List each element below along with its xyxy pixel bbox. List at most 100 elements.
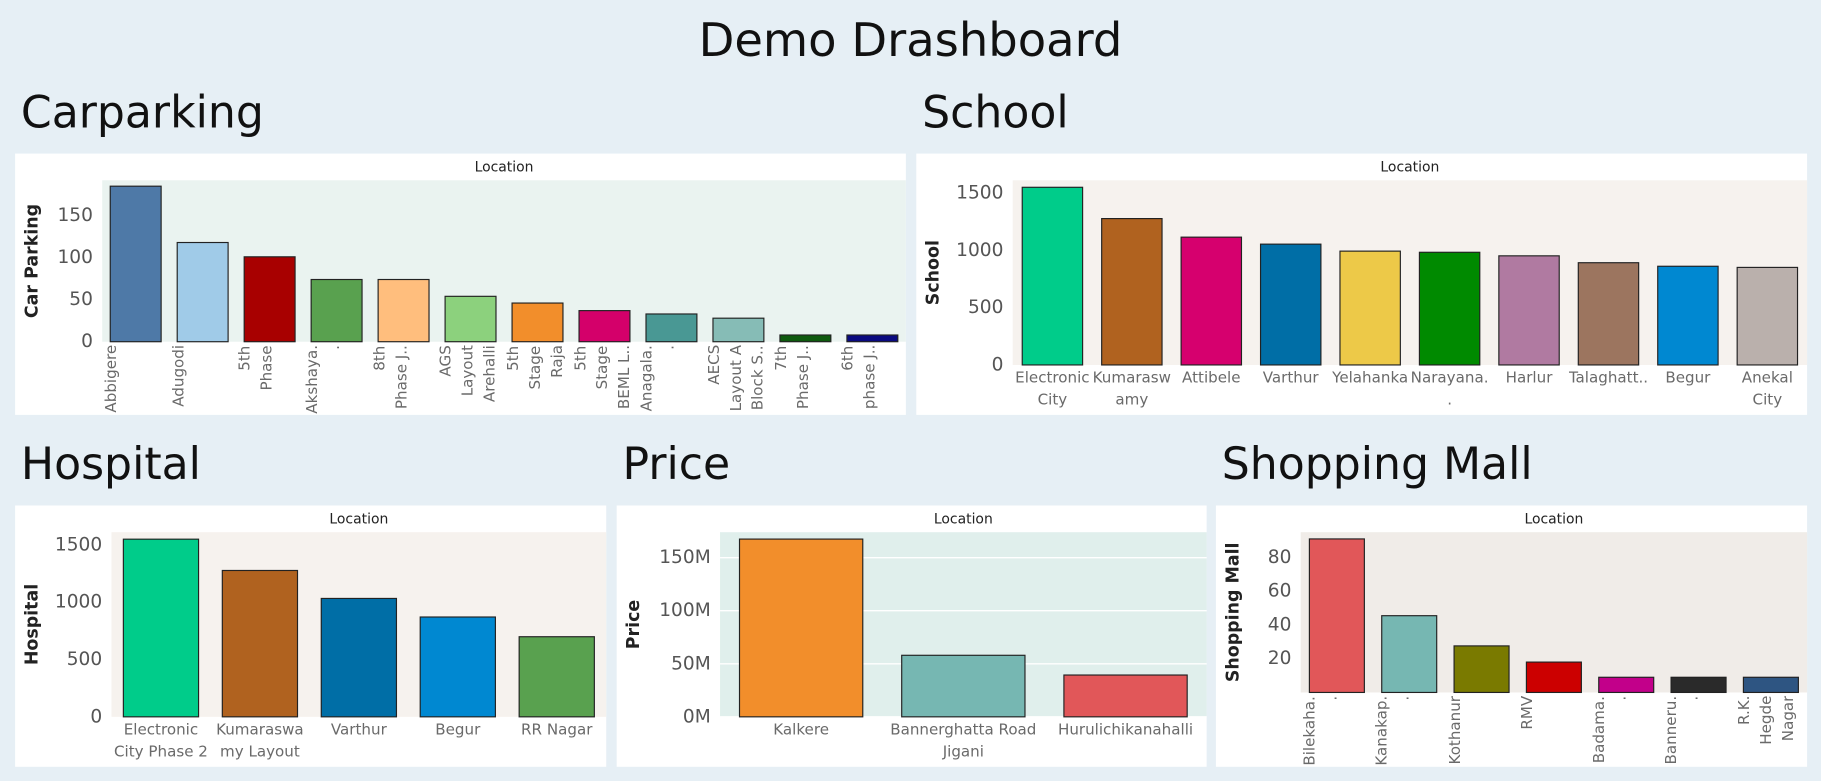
x-tick-label-box: Electronic City Phase 2 <box>114 721 208 760</box>
bar <box>109 185 162 343</box>
x-tick-label: 5th Stage Raja Rajeshwar.. <box>505 345 571 408</box>
x-tick-label-box: Attibele <box>1182 369 1241 388</box>
y-tick-label: 100M <box>659 600 711 621</box>
x-tick-label: 6th phase J.. <box>840 345 880 410</box>
x-tick-label-box: Kumaraswamy Layout <box>216 721 304 761</box>
bar <box>1498 255 1560 366</box>
y-axis-title: Car Parking <box>23 204 43 318</box>
x-tick-label-box: Badama.. <box>1591 695 1631 764</box>
x-tick-label: Attibele <box>1182 369 1241 388</box>
x-tick-label: Narayana.. <box>1410 369 1489 409</box>
bar <box>1657 265 1719 366</box>
x-axis-title: Location <box>475 160 534 176</box>
section-title: Shopping Mall <box>1222 439 1533 490</box>
y-tick-label: 0M <box>683 706 711 727</box>
x-tick-label-box: RR Nagar <box>521 721 593 739</box>
y-axis-title: Price <box>624 600 644 649</box>
x-tick-label: 5th Stage BEML L.. <box>572 345 634 410</box>
bar <box>779 334 832 343</box>
x-tick-label-box: R.K. Hegde Nagar <box>1735 695 1798 746</box>
x-tick-label: Begur <box>1665 369 1711 388</box>
x-tick-label: 5th Phase <box>237 345 277 391</box>
x-tick-label: Hurulichikanahalli <box>1057 721 1194 739</box>
x-tick-label-box: Adugodi <box>170 345 187 407</box>
x-tick-label-box: Akshaya.. <box>304 345 344 414</box>
y-tick-label: 0 <box>90 706 102 727</box>
x-tick-label: Banneru.. <box>1663 695 1703 765</box>
x-axis-title: Location <box>934 511 993 527</box>
x-tick-label: Bannerghatta Road Jigani <box>890 721 1037 761</box>
bar <box>511 302 564 343</box>
x-tick-label: Kalkere <box>773 721 830 739</box>
section-title: Hospital <box>21 439 201 490</box>
x-tick-label: Abbigere <box>103 345 121 413</box>
x-tick-label: Kothanur <box>1446 695 1464 765</box>
bar <box>1339 250 1401 366</box>
x-tick-label: Akshaya.. <box>304 345 344 414</box>
y-tick-label: 500 <box>67 649 102 670</box>
bar <box>1259 243 1322 366</box>
x-tick-label: 8th Phase J.. <box>371 345 411 410</box>
y-tick-label: 1000 <box>55 592 102 613</box>
y-tick-label: 100 <box>57 247 92 268</box>
x-tick-label-box: Abbigere <box>103 345 121 413</box>
section-title: School <box>922 87 1069 138</box>
x-axis-title: Location <box>329 511 388 527</box>
bar <box>377 278 430 343</box>
bar <box>1525 661 1582 694</box>
x-tick-label: AECS Layout A Block S.. <box>706 345 768 412</box>
x-tick-label: Electronic City Phas.. <box>1015 369 1090 415</box>
x-tick-label: Kumaraswamy Layout <box>216 721 304 761</box>
x-tick-label: Badama.. <box>1591 695 1631 764</box>
bar <box>1021 186 1084 366</box>
x-tick-label: Harlur <box>1505 369 1553 388</box>
bar <box>578 310 631 343</box>
y-tick-label: 20 <box>1268 648 1292 669</box>
x-tick-label-box: 6th phase J.. <box>840 345 880 410</box>
y-tick-label: 150 <box>57 205 92 226</box>
y-axis-title: School <box>924 240 944 305</box>
x-tick-label-box: Varthur <box>1263 370 1319 387</box>
bar <box>176 241 229 343</box>
x-tick-label-box: Kalkere <box>773 721 830 739</box>
x-tick-label: AGS Layout Arehalli <box>438 345 500 403</box>
bar <box>846 334 899 343</box>
x-tick-label-box: 7th Phase J.. <box>773 345 812 409</box>
bar <box>518 636 595 718</box>
y-tick-label: 150M <box>659 547 711 568</box>
x-tick-label-box: Bilekaha.. <box>1302 696 1341 765</box>
x-tick-label-box: Anagala.. <box>639 345 679 412</box>
x-tick-label-box: AECS Layout A Block S.. <box>706 345 768 412</box>
bar <box>1101 217 1163 366</box>
x-axis-title: Location <box>1524 511 1583 527</box>
bar <box>1063 674 1188 718</box>
x-tick-label: Yelahanka <box>1332 369 1409 388</box>
x-tick-label: RR Nagar <box>521 721 593 739</box>
x-tick-label-box: Hurulichikanahalli <box>1057 721 1194 739</box>
x-tick-label-box: Begur <box>1665 369 1711 388</box>
bar <box>1418 251 1481 366</box>
x-tick-label: Kumaraswamy Layo.. <box>1092 369 1172 415</box>
x-tick-label-box: Varthur <box>330 721 387 739</box>
x-tick-label-box: 8th Phase J.. <box>371 345 411 410</box>
x-tick-label: Anagala.. <box>639 345 679 412</box>
x-tick-label: RMV <box>1518 695 1537 730</box>
y-tick-label: 1500 <box>956 183 1003 204</box>
x-tick-label: Begur <box>435 721 481 739</box>
x-tick-label-box: Yelahanka <box>1332 369 1409 388</box>
x-tick-label: Talaghatt.. <box>1568 369 1649 388</box>
x-tick-label: Varthur <box>330 721 387 739</box>
y-tick-label: 40 <box>1268 614 1292 635</box>
x-tick-label: Anekal City <box>1741 369 1793 409</box>
y-tick-label: 50 <box>69 289 93 310</box>
dashboard-title: Demo Drashboard <box>699 13 1123 67</box>
x-axis-title: Location <box>1380 160 1439 176</box>
y-tick-label: 1500 <box>55 534 102 555</box>
bar <box>1308 538 1365 694</box>
bar <box>1180 236 1243 366</box>
x-tick-label: Kanakap.. <box>1374 695 1414 766</box>
section-title: Price <box>622 439 730 490</box>
x-tick-label: R.K. Hegde Nagar <box>1735 695 1798 746</box>
plot-area <box>102 180 906 342</box>
